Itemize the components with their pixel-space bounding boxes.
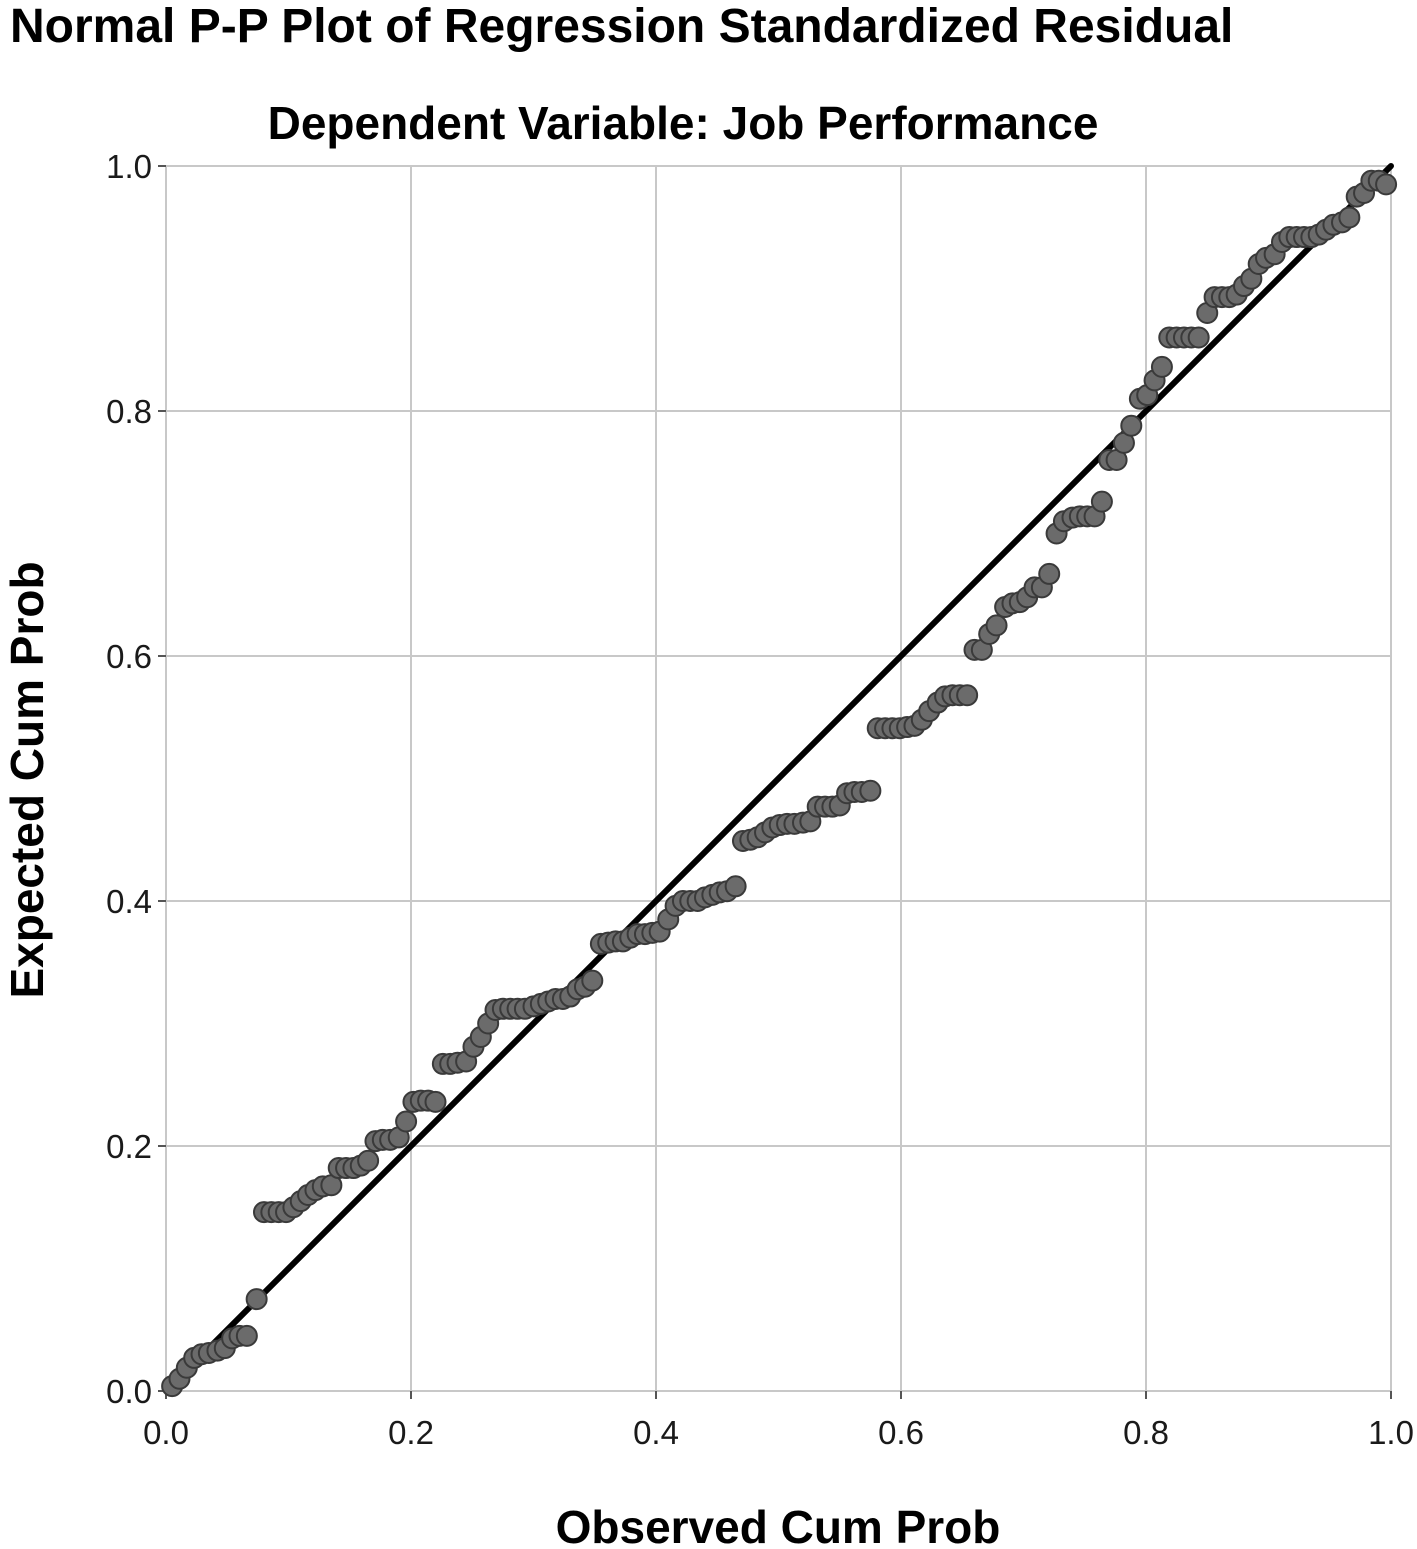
y-tick-label: 0.8 xyxy=(106,393,152,430)
data-point xyxy=(357,1149,380,1172)
y-axis-title: Expected Cum Prob xyxy=(1,561,53,998)
x-tick-label: 0.6 xyxy=(878,1414,924,1451)
chart-title: Normal P-P Plot of Regression Standardiz… xyxy=(10,0,1234,53)
data-point xyxy=(985,614,1008,637)
x-tick-label: 1.0 xyxy=(1368,1414,1414,1451)
data-point xyxy=(395,1110,418,1133)
data-point xyxy=(1375,173,1398,196)
x-axis-title: Observed Cum Prob xyxy=(556,1501,1001,1549)
data-point xyxy=(424,1090,447,1113)
data-point xyxy=(859,779,882,802)
data-point xyxy=(1338,206,1361,229)
data-point xyxy=(1120,414,1143,437)
data-points xyxy=(161,169,1398,1398)
x-tick-label: 0.2 xyxy=(388,1414,434,1451)
data-point xyxy=(956,684,979,707)
data-point xyxy=(1038,562,1061,585)
y-axis-ticks: 0.0 0.2 0.4 0.6 0.8 1.0 xyxy=(106,148,166,1410)
data-point xyxy=(581,969,604,992)
y-tick-label: 0.4 xyxy=(106,883,152,920)
x-tick-label: 0.8 xyxy=(1123,1414,1169,1451)
y-tick-label: 0.6 xyxy=(106,638,152,675)
reference-line xyxy=(163,163,1394,1394)
data-point xyxy=(724,875,747,898)
y-tick-label: 0.2 xyxy=(106,1128,152,1165)
data-point xyxy=(1187,326,1210,349)
data-point xyxy=(245,1288,268,1311)
chart-subtitle: Dependent Variable: Job Performance xyxy=(267,97,1099,149)
plot-frame xyxy=(165,165,1392,1392)
y-tick-label: 1.0 xyxy=(106,148,152,185)
data-point xyxy=(1090,490,1113,513)
x-tick-label: 0.0 xyxy=(143,1414,189,1451)
x-axis-ticks: 0.0 0.2 0.4 0.6 0.8 1.0 xyxy=(143,1391,1414,1451)
y-tick-label: 0.0 xyxy=(106,1373,152,1410)
x-tick-label: 0.4 xyxy=(633,1414,679,1451)
data-point xyxy=(1150,355,1173,378)
data-point xyxy=(235,1324,258,1347)
